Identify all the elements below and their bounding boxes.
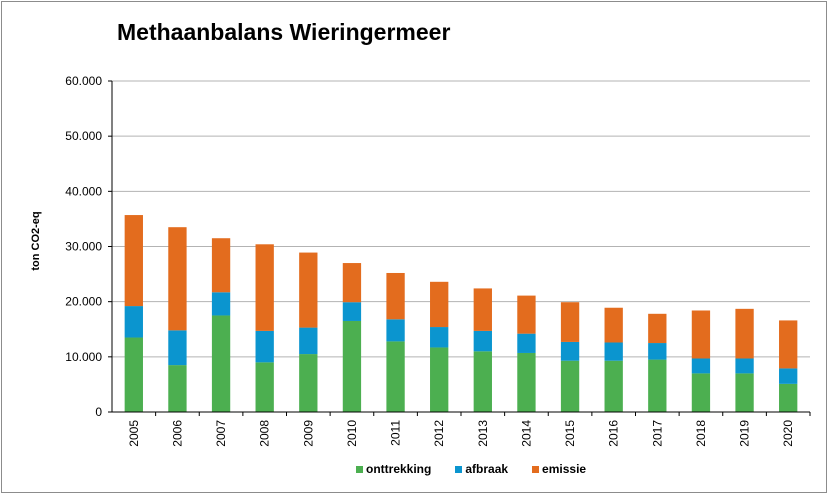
x-tick-label: 2016 xyxy=(607,420,621,447)
x-tick-label: 2011 xyxy=(389,420,403,446)
bar-afbraak-2006 xyxy=(168,330,187,366)
legend: onttrekking afbraak emissie xyxy=(356,462,586,476)
legend-label-1: afbraak xyxy=(465,462,509,476)
bar-onttrekking-2006 xyxy=(168,365,187,412)
x-tick-label: 2005 xyxy=(127,420,141,447)
y-tick-label: 10.000 xyxy=(65,350,102,364)
bar-afbraak-2018 xyxy=(691,358,711,374)
bar-onttrekking-2008 xyxy=(255,362,274,412)
bar-afbraak-2012 xyxy=(430,327,449,348)
legend-swatch-2 xyxy=(532,465,540,473)
x-tick-label: 2015 xyxy=(563,420,577,447)
bar-onttrekking-2012 xyxy=(430,347,449,412)
legend-item-0: onttrekking xyxy=(356,462,431,476)
y-tick-label: 50.000 xyxy=(65,129,102,143)
bar-afbraak-2005 xyxy=(124,306,143,338)
bar-afbraak-2017 xyxy=(648,343,667,360)
bar-afbraak-2015 xyxy=(560,341,580,361)
x-tick-label: 2007 xyxy=(214,420,228,447)
bar-emissie-2007 xyxy=(211,238,231,293)
y-axis-label: ton CO2-eq xyxy=(30,211,42,270)
bar-onttrekking-2005 xyxy=(124,337,143,412)
bar-onttrekking-2011 xyxy=(386,341,405,412)
y-tick-label: 0 xyxy=(95,405,102,419)
x-tick-label: 2018 xyxy=(694,420,708,447)
bar-emissie-2012 xyxy=(430,281,449,328)
bar-afbraak-2020 xyxy=(779,368,798,384)
chart-title: Methaanbalans Wieringermeer xyxy=(117,19,451,45)
x-tick-label: 2020 xyxy=(781,420,795,447)
bar-emissie-2006 xyxy=(168,227,187,331)
legend-label-0: onttrekking xyxy=(366,462,432,476)
bar-afbraak-2008 xyxy=(255,330,274,363)
bar-emissie-2011 xyxy=(386,272,405,320)
bar-emissie-2009 xyxy=(299,252,318,328)
x-tick-label: 2012 xyxy=(432,420,446,447)
legend-swatch-1 xyxy=(455,465,463,473)
bar-onttrekking-2014 xyxy=(517,352,536,412)
bar-emissie-2019 xyxy=(735,308,754,359)
x-tick-label: 2019 xyxy=(738,420,752,447)
bar-onttrekking-2016 xyxy=(604,360,623,412)
bar-afbraak-2010 xyxy=(342,302,362,321)
bar-onttrekking-2020 xyxy=(779,383,798,412)
bar-emissie-2016 xyxy=(604,307,623,343)
legend-swatch-0 xyxy=(356,465,363,473)
bar-onttrekking-2019 xyxy=(735,373,754,412)
bar-emissie-2013 xyxy=(473,288,492,331)
x-tick-label: 2009 xyxy=(301,420,315,447)
y-tick-label: 30.000 xyxy=(65,240,102,254)
bar-emissie-2018 xyxy=(691,310,711,359)
bar-emissie-2017 xyxy=(648,313,667,344)
bar-emissie-2008 xyxy=(255,244,274,331)
bar-onttrekking-2007 xyxy=(211,315,231,412)
bar-onttrekking-2010 xyxy=(342,320,362,412)
legend-item-2: emissie xyxy=(532,462,586,476)
bar-emissie-2015 xyxy=(560,302,580,342)
bar-onttrekking-2009 xyxy=(299,354,318,412)
x-tick-label: 2006 xyxy=(170,420,184,447)
x-tick-label: 2013 xyxy=(476,420,490,447)
y-tick-label: 60.000 xyxy=(65,74,102,88)
bar-afbraak-2016 xyxy=(604,342,623,361)
bar-onttrekking-2015 xyxy=(560,360,580,412)
x-tick-label: 2014 xyxy=(519,420,533,447)
bar-emissie-2010 xyxy=(342,263,362,303)
legend-label-2: emissie xyxy=(542,462,587,476)
bar-emissie-2014 xyxy=(517,295,536,334)
bar-onttrekking-2017 xyxy=(648,359,667,412)
bar-onttrekking-2013 xyxy=(473,351,492,412)
bar-afbraak-2009 xyxy=(299,327,318,355)
bar-afbraak-2007 xyxy=(211,292,231,316)
bar-onttrekking-2018 xyxy=(691,373,711,412)
bar-afbraak-2013 xyxy=(473,330,492,352)
y-tick-label: 40.000 xyxy=(65,184,102,198)
bar-afbraak-2014 xyxy=(517,333,536,353)
y-tick-label: 20.000 xyxy=(65,295,102,309)
x-tick-label: 2010 xyxy=(345,420,359,447)
bar-emissie-2005 xyxy=(124,215,143,307)
legend-item-1: afbraak xyxy=(455,462,508,476)
bar-afbraak-2011 xyxy=(386,319,405,342)
x-tick-label: 2017 xyxy=(650,420,664,447)
bar-emissie-2020 xyxy=(779,320,798,369)
bar-afbraak-2019 xyxy=(735,358,754,374)
x-tick-label: 2008 xyxy=(258,420,272,447)
